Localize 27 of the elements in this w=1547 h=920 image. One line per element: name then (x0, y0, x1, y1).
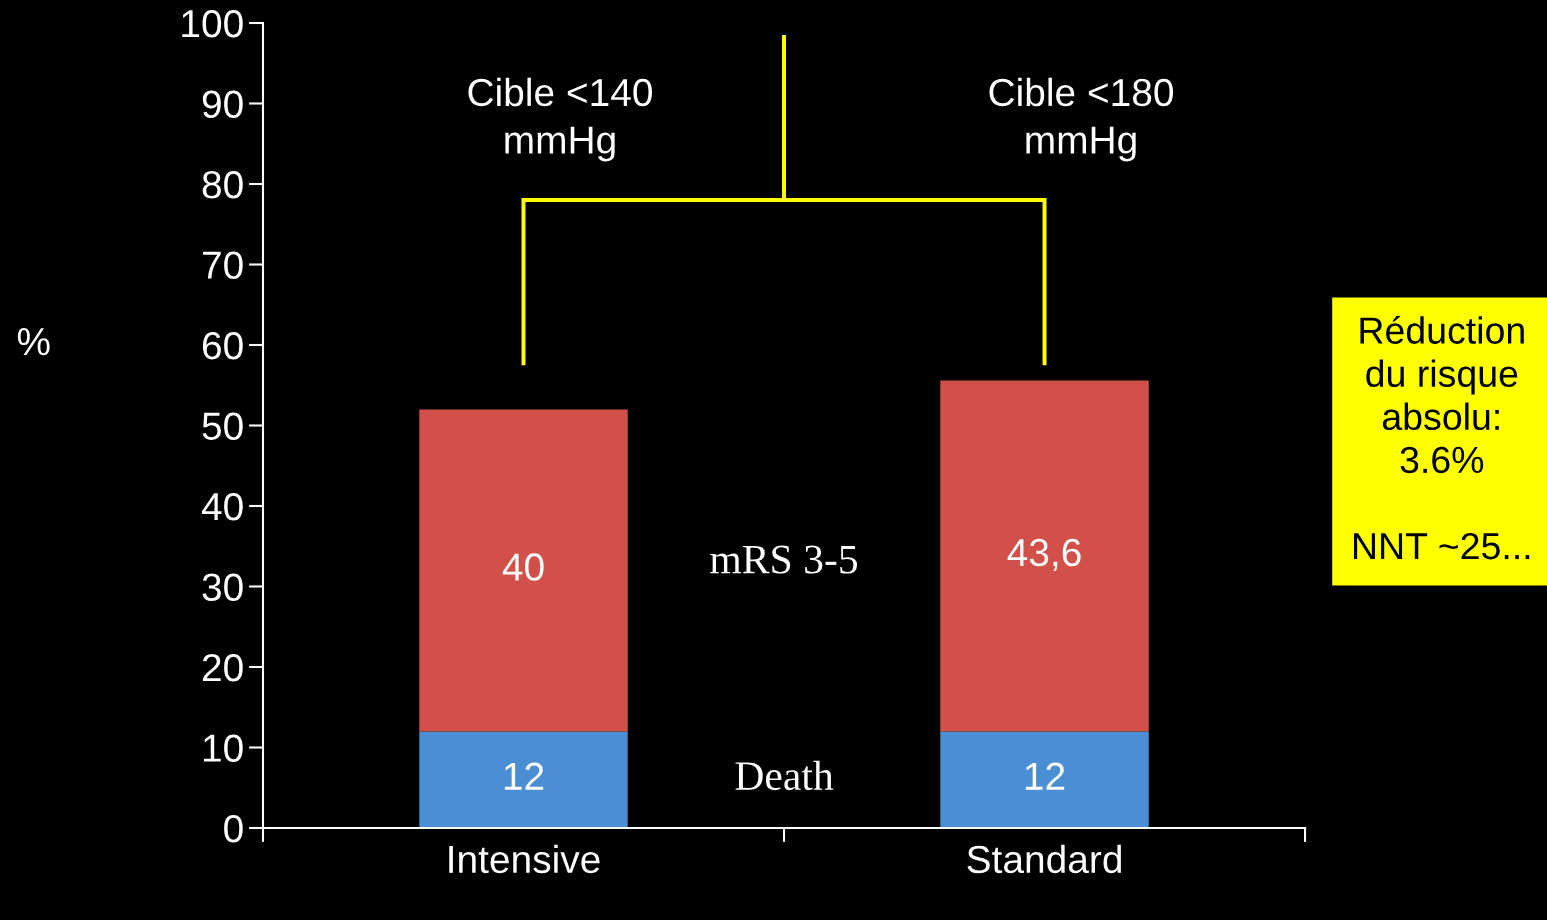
y-tick-label: 90 (202, 90, 243, 118)
x-tick-label: Standard (967, 844, 1121, 874)
y-tick-label: 100 (182, 9, 243, 38)
y-tick-label: 50 (202, 412, 243, 440)
y-tick-label: 80 (202, 170, 243, 199)
y-tick-label: 0 (224, 814, 243, 843)
x-tick-label: Intensive (449, 844, 600, 874)
annotation: Cible <140 mmHg (468, 77, 652, 162)
bar (419, 409, 628, 732)
y-tick-label: 40 (201, 492, 243, 521)
data-label: 40 (502, 553, 544, 581)
annotation: Cible <180 mmHg (989, 77, 1173, 162)
bar (419, 731, 628, 828)
y-tick-label: 60 (202, 331, 243, 360)
bar (940, 731, 1149, 828)
y-axis-title: % (17, 328, 50, 356)
y-tick-label: 10 (203, 734, 243, 762)
y-tick-label: 30 (202, 573, 243, 601)
y-tick-label: 20 (202, 653, 243, 682)
y-tick-label: 70 (202, 251, 243, 279)
data-label: 12 (504, 762, 544, 790)
series-label: mRS 3-5 (710, 545, 858, 574)
bar (940, 380, 1149, 732)
text: Réduction du risque absolu: 3.6% NNT ~25... (1354, 315, 1530, 560)
data-label: 43,6 (1007, 538, 1081, 571)
data-label: 12 (1025, 762, 1065, 790)
text: Death (735, 760, 834, 791)
